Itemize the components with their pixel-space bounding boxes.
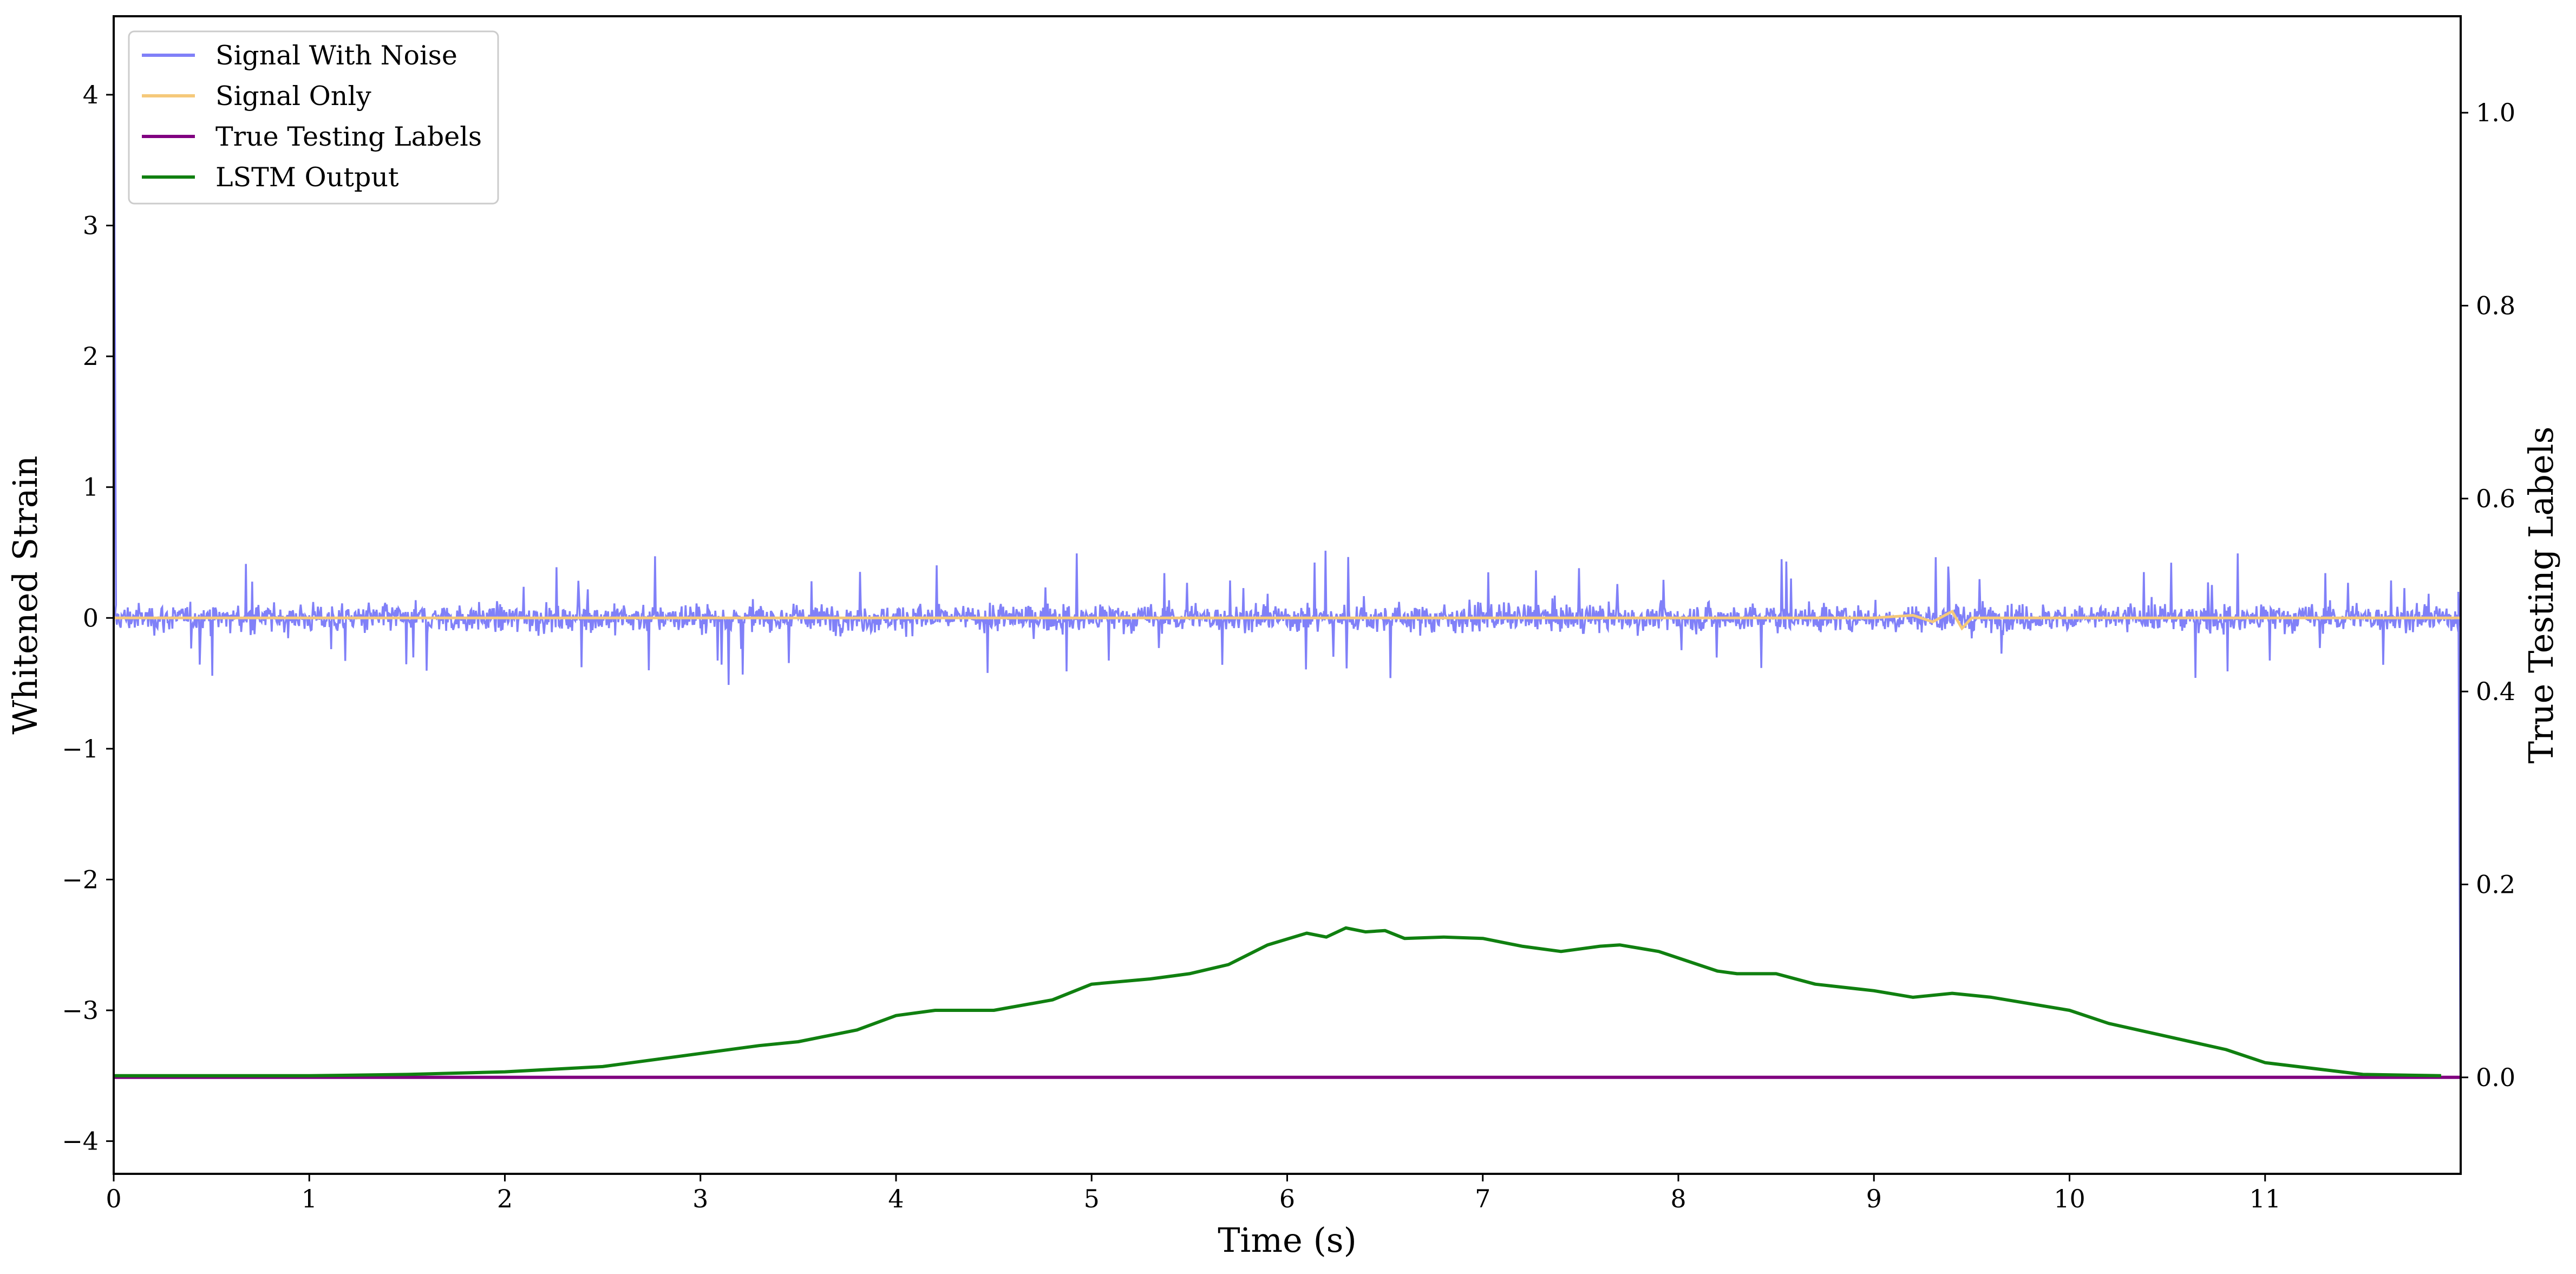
x-tick-label: 3 (692, 1184, 708, 1213)
series-lstm-output (114, 926, 2441, 1077)
y-tick-label: −2 (62, 865, 99, 894)
y-tick-label: 4 (83, 80, 99, 109)
y2-axis-label: True Testing Labels (2521, 427, 2561, 764)
x-axis-label: Time (s) (1218, 1220, 1357, 1260)
x-tick-label: 4 (888, 1184, 904, 1213)
y2-tick-label: 1.0 (2476, 98, 2515, 127)
y-tick-label: 0 (83, 603, 99, 632)
x-tick-label: 5 (1084, 1184, 1100, 1213)
legend-label: Signal Only (215, 81, 371, 112)
legend-label: LSTM Output (215, 162, 399, 193)
legend: Signal With Noise Signal Only True Testing… (128, 30, 499, 205)
y-tick-label: −1 (62, 734, 99, 763)
y-tick-label: 3 (83, 211, 99, 240)
y2-tick-label: 0.8 (2476, 291, 2515, 321)
y2-tick-label: 0.6 (2476, 484, 2515, 513)
x-tick-label: 8 (1670, 1184, 1686, 1213)
x-tick-label: 2 (497, 1184, 513, 1213)
series-signal-only (114, 609, 2461, 631)
x-tick-label: 1 (302, 1184, 317, 1213)
y-tick-label: −3 (62, 996, 99, 1025)
x-tick-label: 10 (2054, 1184, 2085, 1213)
legend-box (128, 30, 499, 205)
x-tick-label: 6 (1279, 1184, 1295, 1213)
y-tick-label: 1 (83, 473, 99, 502)
axes: 0 1 2 3 4 5 6 7 8 9 10 1143210−1−2−3−41.00.80.60.40… (62, 80, 2515, 1213)
y-tick-label: 2 (83, 342, 99, 371)
y-tick-label: −4 (62, 1127, 99, 1156)
plot-area (114, 29, 2461, 1115)
y-axis-label: Whitened Strain (5, 456, 45, 735)
x-tick-label: 9 (1866, 1184, 1882, 1213)
y2-tick-label: 0.0 (2476, 1063, 2515, 1092)
x-tick-label: 7 (1475, 1184, 1490, 1213)
legend-label: Signal With Noise (215, 40, 457, 71)
legend-label: True Testing Labels (215, 121, 482, 152)
y2-tick-label: 0.2 (2476, 870, 2515, 899)
x-tick-label: 11 (2249, 1184, 2281, 1213)
y2-tick-label: 0.4 (2476, 677, 2515, 706)
x-tick-label: 0 (106, 1184, 121, 1213)
